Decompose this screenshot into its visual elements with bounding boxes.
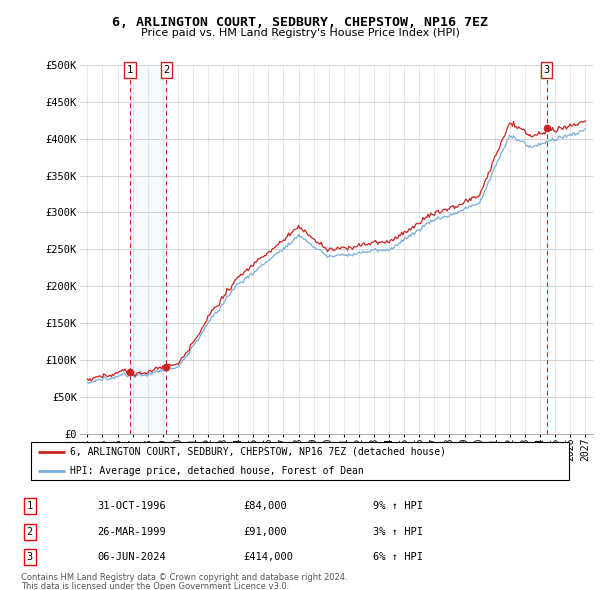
FancyBboxPatch shape xyxy=(31,441,569,480)
Text: 3% ↑ HPI: 3% ↑ HPI xyxy=(373,527,424,536)
Bar xyxy=(130,65,166,434)
Text: £84,000: £84,000 xyxy=(244,501,287,511)
Text: Contains HM Land Registry data © Crown copyright and database right 2024.: Contains HM Land Registry data © Crown c… xyxy=(21,573,347,582)
Text: 1: 1 xyxy=(127,65,133,75)
Text: 31-OCT-1996: 31-OCT-1996 xyxy=(97,501,166,511)
Text: Price paid vs. HM Land Registry's House Price Index (HPI): Price paid vs. HM Land Registry's House … xyxy=(140,28,460,38)
Text: 3: 3 xyxy=(544,65,550,75)
Text: 2: 2 xyxy=(163,65,169,75)
Text: HPI: Average price, detached house, Forest of Dean: HPI: Average price, detached house, Fore… xyxy=(71,466,364,476)
Text: 6, ARLINGTON COURT, SEDBURY, CHEPSTOW, NP16 7EZ (detached house): 6, ARLINGTON COURT, SEDBURY, CHEPSTOW, N… xyxy=(71,447,446,457)
Text: 1: 1 xyxy=(26,501,33,511)
Text: 26-MAR-1999: 26-MAR-1999 xyxy=(97,527,166,536)
Text: This data is licensed under the Open Government Licence v3.0.: This data is licensed under the Open Gov… xyxy=(21,582,289,590)
Text: 06-JUN-2024: 06-JUN-2024 xyxy=(97,552,166,562)
Text: 6% ↑ HPI: 6% ↑ HPI xyxy=(373,552,424,562)
Text: 9% ↑ HPI: 9% ↑ HPI xyxy=(373,501,424,511)
Text: 2: 2 xyxy=(26,527,33,536)
Text: £91,000: £91,000 xyxy=(244,527,287,536)
Text: £414,000: £414,000 xyxy=(244,552,293,562)
Text: 3: 3 xyxy=(26,552,33,562)
Text: 6, ARLINGTON COURT, SEDBURY, CHEPSTOW, NP16 7EZ: 6, ARLINGTON COURT, SEDBURY, CHEPSTOW, N… xyxy=(112,16,488,29)
